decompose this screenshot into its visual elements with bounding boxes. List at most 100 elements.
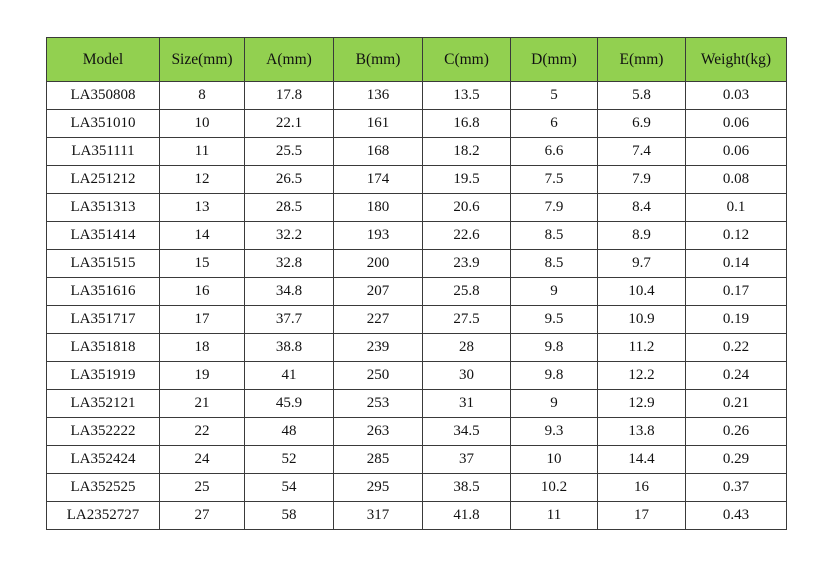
table-row: LA351616 16 34.8 207 25.8 9 10.4 0.17 — [46, 277, 787, 306]
cell-a: 28.5 — [244, 193, 334, 222]
cell-model: LA351515 — [46, 249, 160, 278]
cell-model: LA2352727 — [46, 501, 160, 530]
cell-model: LA251212 — [46, 165, 160, 194]
cell-d: 8.5 — [510, 221, 598, 250]
cell-size: 19 — [159, 361, 245, 390]
cell-d: 9.8 — [510, 361, 598, 390]
cell-b: 136 — [333, 81, 423, 110]
cell-e: 17 — [597, 501, 686, 530]
cell-a: 52 — [244, 445, 334, 474]
cell-b: 285 — [333, 445, 423, 474]
cell-e: 12.9 — [597, 389, 686, 418]
table-row: LA352222 22 48 263 34.5 9.3 13.8 0.26 — [46, 417, 787, 446]
cell-weight: 0.03 — [685, 81, 787, 110]
cell-b: 239 — [333, 333, 423, 362]
cell-d: 9.8 — [510, 333, 598, 362]
table-row: LA350808 8 17.8 136 13.5 5 5.8 0.03 — [46, 81, 787, 110]
cell-b: 207 — [333, 277, 423, 306]
cell-e: 7.4 — [597, 137, 686, 166]
cell-weight: 0.24 — [685, 361, 787, 390]
cell-c: 30 — [422, 361, 511, 390]
cell-weight: 0.1 — [685, 193, 787, 222]
cell-size: 15 — [159, 249, 245, 278]
cell-c: 37 — [422, 445, 511, 474]
cell-weight: 0.37 — [685, 473, 787, 502]
cell-c: 34.5 — [422, 417, 511, 446]
table-body: LA350808 8 17.8 136 13.5 5 5.8 0.03 LA351010 10 22… — [46, 81, 787, 530]
cell-weight: 0.29 — [685, 445, 787, 474]
cell-a: 25.5 — [244, 137, 334, 166]
cell-model: LA351414 — [46, 221, 160, 250]
header-row: Model Size(mm) A(mm) B(mm) C(mm) D(mm) E(mm) We… — [46, 37, 787, 82]
cell-model: LA351818 — [46, 333, 160, 362]
cell-e: 11.2 — [597, 333, 686, 362]
cell-size: 11 — [159, 137, 245, 166]
column-header-weight: Weight(kg) — [685, 37, 787, 82]
cell-model: LA351010 — [46, 109, 160, 138]
cell-size: 13 — [159, 193, 245, 222]
cell-d: 6 — [510, 109, 598, 138]
cell-model: LA350808 — [46, 81, 160, 110]
cell-c: 27.5 — [422, 305, 511, 334]
cell-d: 9.5 — [510, 305, 598, 334]
cell-e: 8.4 — [597, 193, 686, 222]
cell-d: 7.5 — [510, 165, 598, 194]
table-row: LA352525 25 54 295 38.5 10.2 16 0.37 — [46, 473, 787, 502]
column-header-size: Size(mm) — [159, 37, 245, 82]
cell-e: 10.9 — [597, 305, 686, 334]
cell-e: 10.4 — [597, 277, 686, 306]
cell-c: 31 — [422, 389, 511, 418]
cell-c: 20.6 — [422, 193, 511, 222]
cell-size: 8 — [159, 81, 245, 110]
cell-size: 14 — [159, 221, 245, 250]
cell-a: 58 — [244, 501, 334, 530]
cell-model: LA351717 — [46, 305, 160, 334]
table-row: LA351414 14 32.2 193 22.6 8.5 8.9 0.12 — [46, 221, 787, 250]
cell-weight: 0.26 — [685, 417, 787, 446]
cell-weight: 0.12 — [685, 221, 787, 250]
cell-d: 11 — [510, 501, 598, 530]
cell-weight: 0.43 — [685, 501, 787, 530]
cell-c: 25.8 — [422, 277, 511, 306]
cell-b: 174 — [333, 165, 423, 194]
cell-a: 48 — [244, 417, 334, 446]
cell-weight: 0.22 — [685, 333, 787, 362]
cell-e: 8.9 — [597, 221, 686, 250]
cell-model: LA351919 — [46, 361, 160, 390]
cell-e: 6.9 — [597, 109, 686, 138]
cell-c: 18.2 — [422, 137, 511, 166]
cell-b: 180 — [333, 193, 423, 222]
cell-d: 10 — [510, 445, 598, 474]
table-row: LA2352727 27 58 317 41.8 11 17 0.43 — [46, 501, 787, 530]
table-row: LA351919 19 41 250 30 9.8 12.2 0.24 — [46, 361, 787, 390]
cell-c: 19.5 — [422, 165, 511, 194]
cell-size: 18 — [159, 333, 245, 362]
cell-weight: 0.08 — [685, 165, 787, 194]
cell-e: 7.9 — [597, 165, 686, 194]
cell-weight: 0.19 — [685, 305, 787, 334]
cell-model: LA352121 — [46, 389, 160, 418]
cell-c: 28 — [422, 333, 511, 362]
cell-c: 13.5 — [422, 81, 511, 110]
table-row: LA352121 21 45.9 253 31 9 12.9 0.21 — [46, 389, 787, 418]
cell-model: LA351616 — [46, 277, 160, 306]
cell-weight: 0.14 — [685, 249, 787, 278]
cell-d: 10.2 — [510, 473, 598, 502]
cell-size: 16 — [159, 277, 245, 306]
column-header-e: E(mm) — [597, 37, 686, 82]
cell-a: 26.5 — [244, 165, 334, 194]
table-row: LA351111 11 25.5 168 18.2 6.6 7.4 0.06 — [46, 137, 787, 166]
column-header-a: A(mm) — [244, 37, 334, 82]
cell-c: 41.8 — [422, 501, 511, 530]
cell-e: 16 — [597, 473, 686, 502]
cell-c: 16.8 — [422, 109, 511, 138]
cell-d: 5 — [510, 81, 598, 110]
cell-size: 22 — [159, 417, 245, 446]
cell-c: 38.5 — [422, 473, 511, 502]
cell-e: 9.7 — [597, 249, 686, 278]
cell-e: 14.4 — [597, 445, 686, 474]
cell-weight: 0.17 — [685, 277, 787, 306]
table-row: LA251212 12 26.5 174 19.5 7.5 7.9 0.08 — [46, 165, 787, 194]
cell-size: 25 — [159, 473, 245, 502]
cell-d: 7.9 — [510, 193, 598, 222]
